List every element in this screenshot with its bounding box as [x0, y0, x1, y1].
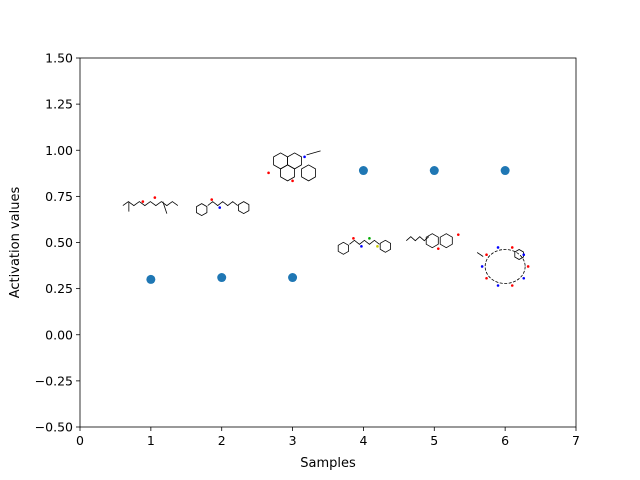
y-tick-label: −0.50: [35, 420, 73, 435]
data-point: [217, 273, 227, 283]
x-tick-label: 2: [218, 433, 226, 448]
plot-area-frame: [79, 57, 577, 428]
data-point: [288, 273, 298, 283]
x-tick-label: 6: [501, 433, 509, 448]
molecule-structure-image: [267, 150, 321, 183]
y-tick-label: 1.50: [45, 51, 73, 66]
y-tick-label: 0.50: [45, 235, 73, 250]
structure-images-layer: [122, 150, 530, 287]
y-tick-label: 0.25: [45, 281, 73, 296]
x-tick-label: 3: [289, 433, 297, 448]
x-axis-label: Samples: [300, 456, 356, 471]
molecule-structure-image: [406, 233, 460, 250]
data-point: [146, 274, 156, 284]
x-axis-ticks: 0 1 2 3 4 5 6 7: [76, 427, 580, 448]
molecule-structure-image: [122, 196, 179, 214]
y-tick-label: 0.75: [45, 189, 73, 204]
molecule-structure-image: [476, 246, 530, 287]
x-tick-label: 5: [430, 433, 438, 448]
x-tick-label: 4: [359, 433, 367, 448]
data-point: [429, 166, 439, 176]
data-points-layer: [146, 166, 510, 284]
y-tick-label: 1.25: [45, 97, 73, 112]
x-tick-label: 7: [572, 433, 580, 448]
data-point: [500, 166, 510, 176]
x-tick-label: 1: [147, 433, 155, 448]
y-axis-ticks: −0.50 −0.25 0.00 0.25 0.50 0.75 1.00 1.25 1.50: [35, 51, 80, 435]
molecule-structure-image: [337, 237, 392, 255]
y-tick-label: −0.25: [35, 373, 73, 388]
y-tick-label: 0.00: [45, 327, 73, 342]
x-tick-label: 0: [76, 433, 84, 448]
y-tick-label: 1.00: [45, 143, 73, 158]
y-axis-label: Activation values: [8, 187, 23, 299]
molecule-structure-image: [196, 198, 250, 217]
data-point: [358, 166, 368, 176]
